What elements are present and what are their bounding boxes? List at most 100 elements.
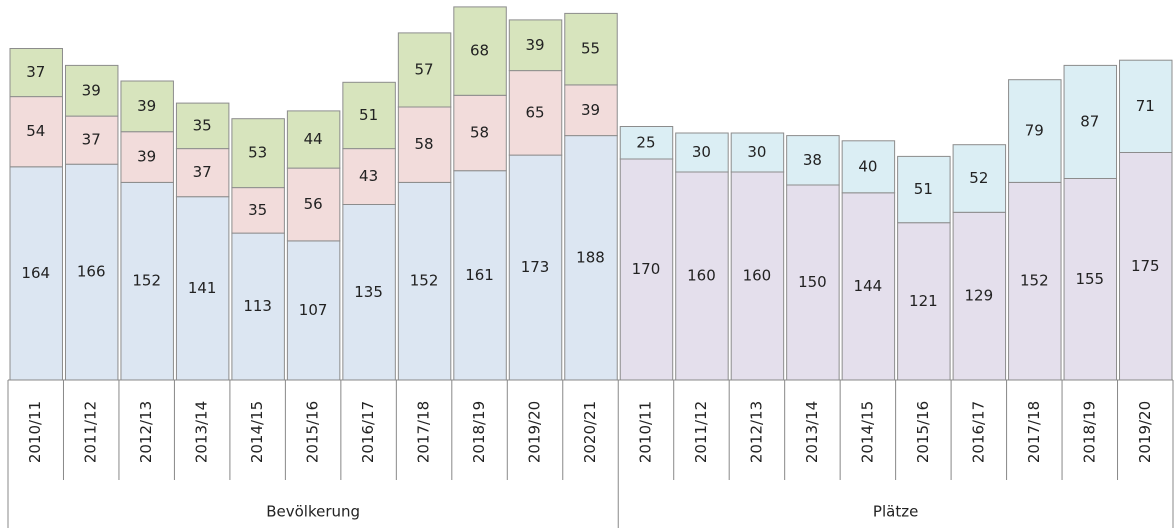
bar-segment (786, 184, 840, 381)
bar-segment (897, 155, 951, 224)
x-tick-label: 2014/15 (248, 401, 266, 463)
x-tick-label: 2010/11 (636, 401, 654, 463)
value-label: 44 (304, 130, 323, 148)
bar-segment (175, 102, 230, 150)
value-label: 113 (243, 297, 272, 315)
value-label: 51 (359, 106, 378, 124)
bar-segment (453, 94, 507, 172)
value-label: 38 (803, 151, 822, 169)
value-label: 144 (854, 277, 883, 295)
bar-segment (619, 126, 674, 160)
bar-segment (286, 110, 341, 169)
value-label: 52 (969, 169, 988, 187)
bar-segment (841, 192, 896, 381)
value-label: 58 (470, 124, 489, 142)
bar-segment (342, 148, 396, 206)
value-label: 71 (1136, 97, 1155, 115)
value-label: 164 (21, 264, 50, 282)
value-label: 30 (692, 143, 711, 161)
value-label: 107 (299, 301, 328, 319)
bar-segment (564, 12, 618, 86)
value-label: 39 (525, 36, 544, 54)
bar-segment (286, 240, 341, 381)
bar-segment (120, 80, 174, 133)
value-label: 65 (525, 103, 544, 121)
value-label: 58 (415, 135, 434, 153)
group-label: Bevölkerung (266, 503, 360, 521)
value-label: 37 (26, 63, 45, 81)
value-label: 150 (798, 273, 827, 291)
bar-segment (1008, 79, 1062, 183)
x-tick-label: 2011/12 (82, 401, 100, 463)
value-label: 160 (743, 267, 772, 285)
bar-segment (508, 154, 563, 381)
bar-segment (786, 135, 840, 186)
value-label: 55 (581, 40, 600, 58)
value-label: 51 (914, 180, 933, 198)
bar-segment (453, 6, 507, 96)
bar-segment (397, 106, 452, 183)
value-label: 37 (82, 131, 101, 149)
value-label: 37 (193, 163, 212, 181)
value-label: 121 (909, 292, 938, 310)
value-label: 54 (26, 122, 45, 140)
bar-segment (64, 64, 119, 117)
bar-segment (1119, 152, 1173, 381)
value-label: 25 (636, 133, 655, 151)
value-label: 135 (354, 283, 383, 301)
bar-segment (1119, 59, 1173, 154)
value-label: 152 (1020, 272, 1049, 290)
value-label: 35 (193, 116, 212, 134)
x-tick-label: 2015/16 (914, 401, 932, 463)
bar-segment (675, 132, 729, 173)
value-label: 141 (188, 279, 217, 297)
bar-segment (342, 81, 396, 150)
bar-segment (564, 135, 618, 381)
value-label: 155 (1075, 270, 1104, 288)
bar-segment (1063, 64, 1118, 179)
x-tick-label: 2019/20 (1136, 401, 1154, 463)
value-label: 161 (465, 266, 494, 284)
bar-segment (175, 148, 230, 198)
x-tick-label: 2018/19 (1080, 401, 1098, 463)
bar-segment (952, 211, 1007, 381)
bar-segment (9, 48, 63, 98)
value-label: 68 (470, 42, 489, 60)
bar-segment (897, 222, 951, 381)
value-label: 35 (248, 201, 267, 219)
value-label: 39 (137, 97, 156, 115)
value-label: 129 (965, 287, 994, 305)
x-tick-label: 2013/14 (193, 401, 211, 463)
value-label: 30 (747, 143, 766, 161)
bar-segment (9, 166, 63, 381)
bar-segment (952, 144, 1007, 213)
value-label: 160 (687, 267, 716, 285)
value-label: 57 (415, 60, 434, 78)
x-tick-label: 2020/21 (581, 401, 599, 463)
x-tick-label: 2018/19 (470, 401, 488, 463)
bar-segment (397, 181, 452, 381)
bar-segment (9, 96, 63, 168)
x-tick-label: 2017/18 (415, 401, 433, 463)
bar-segment (286, 167, 341, 242)
bar-segment (564, 84, 618, 137)
bar-segment (453, 170, 507, 381)
value-label: 39 (137, 148, 156, 166)
value-label: 40 (858, 157, 877, 175)
value-label: 43 (359, 167, 378, 185)
value-label: 39 (581, 101, 600, 119)
value-label: 170 (632, 260, 661, 278)
bar-segment (231, 118, 285, 189)
bar-segment (64, 115, 119, 165)
bar-segment (841, 140, 896, 194)
x-tick-label: 2016/17 (969, 401, 987, 463)
x-tick-label: 2015/16 (304, 401, 322, 463)
value-label: 56 (304, 195, 323, 213)
value-label: 175 (1131, 257, 1160, 275)
bar-segment (397, 32, 452, 108)
value-label: 39 (82, 81, 101, 99)
x-tick-label: 2012/13 (137, 401, 155, 463)
x-tick-label: 2019/20 (526, 401, 544, 463)
group-label: Plätze (873, 503, 918, 521)
value-label: 188 (576, 248, 605, 266)
